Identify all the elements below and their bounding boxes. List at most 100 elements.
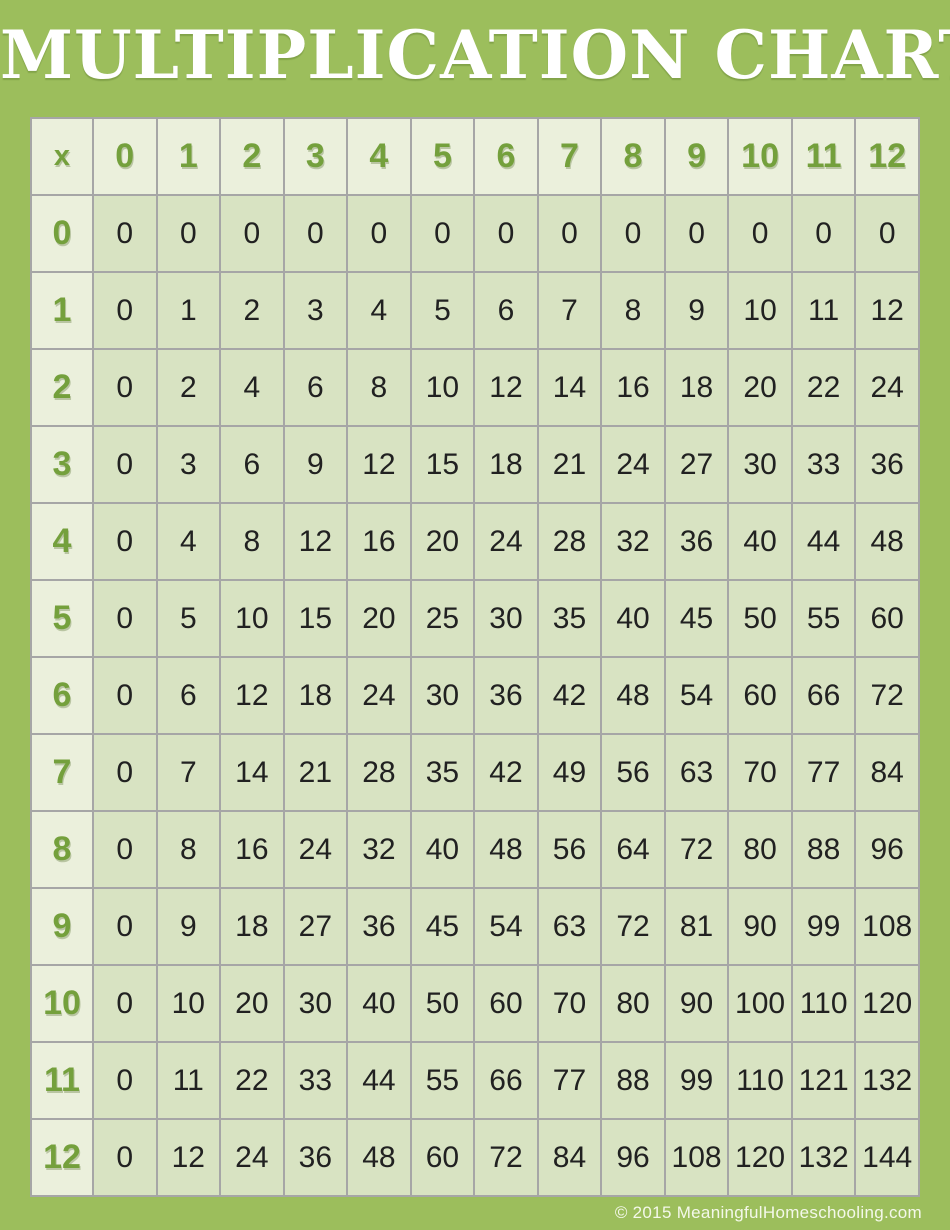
- product-cell: 12: [155, 1118, 222, 1197]
- product-cell: 44: [790, 502, 857, 581]
- product-cell: 0: [92, 656, 158, 735]
- product-cell: 0: [92, 810, 158, 889]
- product-cell: 96: [854, 810, 920, 889]
- product-cell: 77: [790, 733, 857, 812]
- row-header-cell: 11: [30, 1041, 94, 1120]
- product-cell: 3: [155, 425, 222, 504]
- product-cell: 0: [600, 194, 666, 273]
- product-cell: 16: [346, 502, 412, 581]
- product-cell: 0: [346, 194, 412, 273]
- column-header-cell: 3: [282, 117, 349, 196]
- product-cell: 0: [92, 348, 158, 427]
- product-cell: 14: [536, 348, 603, 427]
- product-cell: 12: [282, 502, 349, 581]
- row-header-cell: 4: [30, 502, 94, 581]
- product-cell: 30: [727, 425, 793, 504]
- product-cell: 0: [790, 194, 857, 273]
- product-cell: 72: [473, 1118, 539, 1197]
- product-cell: 80: [600, 964, 666, 1043]
- multiplication-table: x 0 1 2 3 4 5 6 7 8 9 10 11 12 0 0 0 0 0 0 0 0 0 0 0 0 0 0 1 0 1 2 3 4 5 6 7…: [30, 117, 920, 1197]
- product-cell: 10: [727, 271, 793, 350]
- product-cell: 40: [600, 579, 666, 658]
- row-header-cell: 3: [30, 425, 94, 504]
- product-cell: 7: [155, 733, 222, 812]
- product-cell: 48: [600, 656, 666, 735]
- product-cell: 48: [346, 1118, 412, 1197]
- product-cell: 120: [854, 964, 920, 1043]
- product-cell: 88: [790, 810, 857, 889]
- product-cell: 27: [282, 887, 349, 966]
- product-cell: 24: [473, 502, 539, 581]
- product-cell: 0: [92, 502, 158, 581]
- product-cell: 0: [92, 271, 158, 350]
- product-cell: 6: [473, 271, 539, 350]
- product-cell: 45: [663, 579, 730, 658]
- product-cell: 60: [409, 1118, 476, 1197]
- product-cell: 24: [282, 810, 349, 889]
- product-cell: 15: [409, 425, 476, 504]
- column-header-cell: 1: [155, 117, 222, 196]
- product-cell: 36: [346, 887, 412, 966]
- product-cell: 36: [854, 425, 920, 504]
- column-header-cell: 0: [92, 117, 158, 196]
- product-cell: 6: [219, 425, 285, 504]
- product-cell: 5: [409, 271, 476, 350]
- product-cell: 66: [473, 1041, 539, 1120]
- table-row: 2 0 2 4 6 8 10 12 14 16 18 20 22 24: [30, 348, 920, 427]
- product-cell: 8: [155, 810, 222, 889]
- product-cell: 60: [854, 579, 920, 658]
- product-cell: 14: [219, 733, 285, 812]
- product-cell: 28: [536, 502, 603, 581]
- product-cell: 60: [727, 656, 793, 735]
- column-header-cell: 5: [409, 117, 476, 196]
- product-cell: 33: [790, 425, 857, 504]
- product-cell: 42: [536, 656, 603, 735]
- product-cell: 12: [854, 271, 920, 350]
- product-cell: 45: [409, 887, 476, 966]
- product-cell: 5: [155, 579, 222, 658]
- product-cell: 8: [219, 502, 285, 581]
- table-row: 9 0 9 18 27 36 45 54 63 72 81 90 99 108: [30, 887, 920, 966]
- table-row: 12 0 12 24 36 48 60 72 84 96 108 120 132 144: [30, 1118, 920, 1197]
- product-cell: 55: [790, 579, 857, 658]
- product-cell: 6: [155, 656, 222, 735]
- product-cell: 20: [219, 964, 285, 1043]
- product-cell: 15: [282, 579, 349, 658]
- product-cell: 16: [219, 810, 285, 889]
- product-cell: 132: [854, 1041, 920, 1120]
- page-title: MULTIPLICATION CHART: [0, 16, 950, 94]
- product-cell: 25: [409, 579, 476, 658]
- product-cell: 12: [346, 425, 412, 504]
- product-cell: 110: [790, 964, 857, 1043]
- row-header-cell: 8: [30, 810, 94, 889]
- product-cell: 10: [219, 579, 285, 658]
- product-cell: 21: [282, 733, 349, 812]
- product-cell: 10: [409, 348, 476, 427]
- product-cell: 0: [727, 194, 793, 273]
- column-header-cell: 2: [219, 117, 285, 196]
- copyright-text: © 2015 MeaningfulHomeschooling.com: [614, 1203, 922, 1222]
- product-cell: 9: [155, 887, 222, 966]
- product-cell: 54: [473, 887, 539, 966]
- column-header-cell: 4: [346, 117, 412, 196]
- column-header-cell: 8: [600, 117, 666, 196]
- product-cell: 40: [346, 964, 412, 1043]
- row-header-cell: 5: [30, 579, 94, 658]
- product-cell: 28: [346, 733, 412, 812]
- product-cell: 72: [854, 656, 920, 735]
- product-cell: 66: [790, 656, 857, 735]
- product-cell: 54: [663, 656, 730, 735]
- product-cell: 24: [600, 425, 666, 504]
- row-header-cell: 12: [30, 1118, 94, 1197]
- column-header-cell: 9: [663, 117, 730, 196]
- product-cell: 64: [600, 810, 666, 889]
- product-cell: 0: [92, 194, 158, 273]
- row-header-cell: 2: [30, 348, 94, 427]
- product-cell: 36: [282, 1118, 349, 1197]
- product-cell: 10: [155, 964, 222, 1043]
- product-cell: 9: [663, 271, 730, 350]
- table-row: 11 0 11 22 33 44 55 66 77 88 99 110 121 132: [30, 1041, 920, 1120]
- product-cell: 6: [282, 348, 349, 427]
- product-cell: 144: [854, 1118, 920, 1197]
- table-row: 1 0 1 2 3 4 5 6 7 8 9 10 11 12: [30, 271, 920, 350]
